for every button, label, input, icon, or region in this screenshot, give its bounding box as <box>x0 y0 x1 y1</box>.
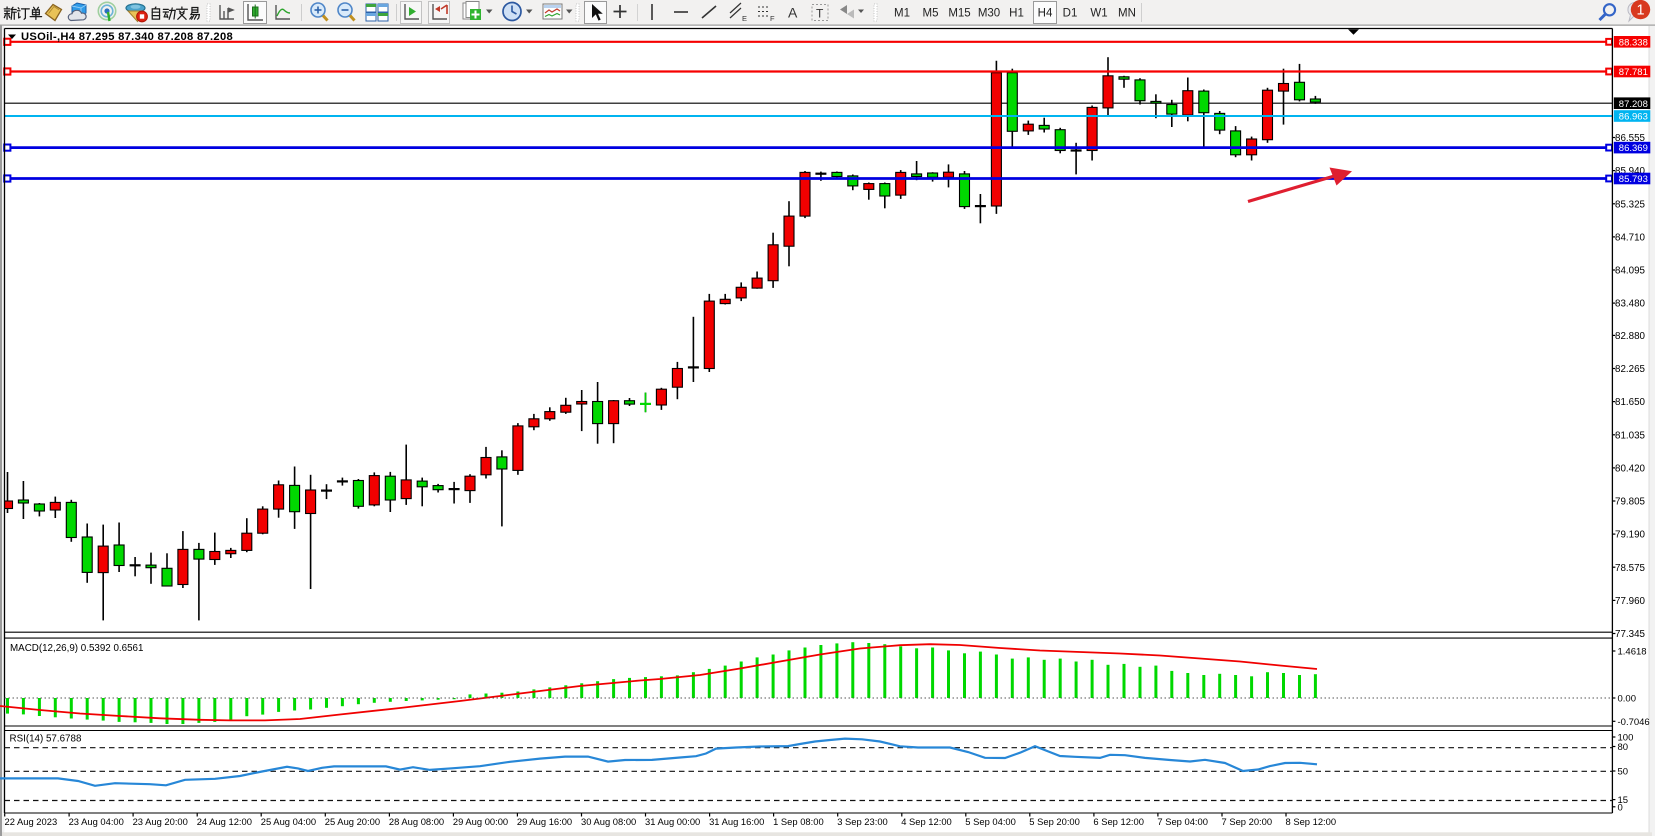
svg-text:83.480: 83.480 <box>1615 299 1646 310</box>
svg-text:M5: M5 <box>923 8 939 20</box>
svg-text:80.420: 80.420 <box>1615 464 1646 475</box>
svg-text:MN: MN <box>1118 8 1136 20</box>
svg-text:1.4618: 1.4618 <box>1618 647 1647 658</box>
svg-text:W1: W1 <box>1090 8 1107 20</box>
svg-text:31 Aug 00:00: 31 Aug 00:00 <box>645 816 700 827</box>
svg-text:H4: H4 <box>1038 8 1053 20</box>
svg-text:84.710: 84.710 <box>1615 233 1646 244</box>
svg-text:15: 15 <box>1618 795 1629 806</box>
svg-text:M1: M1 <box>894 8 910 20</box>
svg-text:0.00: 0.00 <box>1618 694 1637 705</box>
svg-text:87.781: 87.781 <box>1619 67 1648 78</box>
svg-text:87.208: 87.208 <box>1619 99 1648 110</box>
svg-text:0: 0 <box>1618 802 1623 813</box>
svg-text:-0.7046: -0.7046 <box>1618 717 1650 728</box>
svg-text:30 Aug 08:00: 30 Aug 08:00 <box>581 816 636 827</box>
svg-text:79.190: 79.190 <box>1615 530 1646 541</box>
svg-text:A: A <box>788 5 798 21</box>
svg-text:D1: D1 <box>1063 8 1078 20</box>
svg-text:25 Aug 20:00: 25 Aug 20:00 <box>325 816 380 827</box>
svg-text:3 Sep 23:00: 3 Sep 23:00 <box>837 816 888 827</box>
svg-text:24 Aug 12:00: 24 Aug 12:00 <box>197 816 252 827</box>
svg-text:85.793: 85.793 <box>1619 174 1648 185</box>
svg-text:USOil-,H4 87.295 87.340 87.20: USOil-,H4 87.295 87.340 87.208 87.208 <box>21 31 233 43</box>
svg-text:23 Aug 04:00: 23 Aug 04:00 <box>69 816 124 827</box>
svg-text:7 Sep 04:00: 7 Sep 04:00 <box>1157 816 1208 827</box>
svg-text:H1: H1 <box>1009 8 1024 20</box>
svg-text:T: T <box>816 7 824 21</box>
svg-text:50: 50 <box>1618 767 1629 778</box>
svg-text:1 Sep 08:00: 1 Sep 08:00 <box>773 816 824 827</box>
svg-text:7 Sep 20:00: 7 Sep 20:00 <box>1222 816 1273 827</box>
svg-text:5 Sep 20:00: 5 Sep 20:00 <box>1029 816 1080 827</box>
svg-text:80: 80 <box>1618 742 1629 753</box>
svg-text:85.940: 85.940 <box>1615 166 1646 177</box>
svg-text:86.369: 86.369 <box>1619 143 1648 154</box>
svg-text:E: E <box>742 14 747 23</box>
svg-text:29 Aug 00:00: 29 Aug 00:00 <box>453 816 508 827</box>
svg-text:1: 1 <box>1636 3 1644 19</box>
svg-text:22 Aug 2023: 22 Aug 2023 <box>5 816 58 827</box>
svg-text:88.338: 88.338 <box>1619 37 1648 48</box>
svg-text:86.555: 86.555 <box>1615 133 1646 144</box>
svg-text:29 Aug 16:00: 29 Aug 16:00 <box>517 816 572 827</box>
svg-text:77.345: 77.345 <box>1615 629 1646 640</box>
svg-text:100: 100 <box>1618 733 1634 744</box>
svg-text:F: F <box>770 14 775 23</box>
svg-text:77.960: 77.960 <box>1615 596 1646 607</box>
svg-text:6 Sep 12:00: 6 Sep 12:00 <box>1093 816 1144 827</box>
svg-text:85.325: 85.325 <box>1615 199 1646 210</box>
svg-text:23 Aug 20:00: 23 Aug 20:00 <box>133 816 188 827</box>
svg-text:82.880: 82.880 <box>1615 331 1646 342</box>
svg-text:5 Sep 04:00: 5 Sep 04:00 <box>965 816 1016 827</box>
svg-text:4 Sep 12:00: 4 Sep 12:00 <box>901 816 952 827</box>
svg-text:8 Sep 12:00: 8 Sep 12:00 <box>1286 816 1337 827</box>
svg-text:81.035: 81.035 <box>1615 430 1646 441</box>
svg-text:78.575: 78.575 <box>1615 563 1646 574</box>
svg-text:84.095: 84.095 <box>1615 266 1646 277</box>
svg-text:31 Aug 16:00: 31 Aug 16:00 <box>709 816 764 827</box>
svg-text:86.963: 86.963 <box>1619 112 1648 123</box>
svg-text:79.805: 79.805 <box>1615 497 1646 508</box>
svg-text:28 Aug 08:00: 28 Aug 08:00 <box>389 816 444 827</box>
svg-text:M30: M30 <box>978 8 1000 20</box>
svg-text:MACD(12,26,9) 0.5392 0.6561: MACD(12,26,9) 0.5392 0.6561 <box>10 643 143 654</box>
svg-text:82.265: 82.265 <box>1615 364 1646 375</box>
svg-text:81.650: 81.650 <box>1615 397 1646 408</box>
svg-text:M15: M15 <box>948 8 970 20</box>
svg-text:25 Aug 04:00: 25 Aug 04:00 <box>261 816 316 827</box>
svg-text:RSI(14) 57.6788: RSI(14) 57.6788 <box>10 734 82 745</box>
